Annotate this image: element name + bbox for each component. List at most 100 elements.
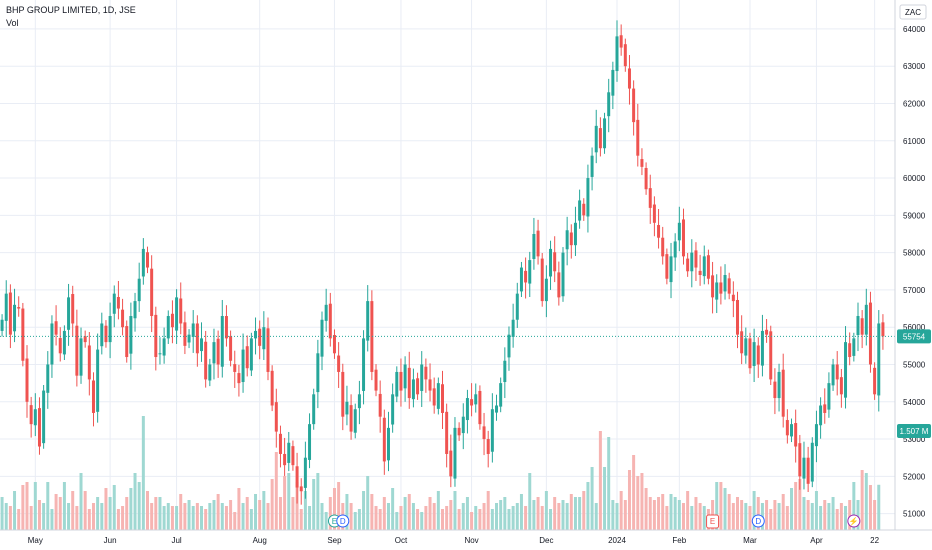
volume-bar bbox=[79, 473, 83, 530]
candle-body bbox=[71, 294, 75, 324]
volume-bar bbox=[594, 503, 598, 530]
time-tick-label: 2024 bbox=[608, 536, 626, 545]
candle-body bbox=[378, 393, 382, 417]
volume-bar bbox=[465, 497, 469, 530]
volume-bar bbox=[241, 503, 245, 530]
candle-body bbox=[316, 353, 320, 393]
earnings-badge-frame bbox=[706, 514, 720, 529]
time-tick-label: Oct bbox=[395, 536, 408, 545]
candle-body bbox=[864, 304, 868, 335]
time-tick-label: Apr bbox=[810, 536, 823, 545]
volume-bar bbox=[378, 509, 382, 530]
candle-body bbox=[432, 388, 436, 406]
candle-body bbox=[569, 232, 573, 246]
volume-bar bbox=[249, 509, 253, 530]
candle-body bbox=[777, 371, 781, 399]
candle-body bbox=[262, 327, 266, 350]
chart-title: BHP GROUP LIMITED, 1D, JSE bbox=[6, 5, 136, 15]
candle-body bbox=[320, 319, 324, 357]
candle-body bbox=[711, 275, 715, 298]
event-markers[interactable]: E D E D ⚡ bbox=[327, 514, 861, 529]
volume-bar bbox=[819, 506, 823, 530]
candle-body bbox=[677, 222, 681, 241]
time-axis[interactable]: May Jun Jul Aug Sep Oct Nov Dec 2024 Feb Mar Apr 22 bbox=[28, 536, 880, 545]
volume-bar bbox=[262, 491, 266, 530]
volume-bar bbox=[391, 488, 395, 530]
volume-bar bbox=[224, 506, 228, 530]
volume-bar bbox=[561, 500, 565, 530]
candle-body bbox=[524, 270, 528, 283]
candle-body bbox=[391, 394, 395, 425]
candle-body bbox=[582, 203, 586, 216]
candle-body bbox=[308, 424, 312, 460]
marker-label: D bbox=[755, 517, 761, 526]
event-marker-⚡[interactable]: ⚡ bbox=[847, 514, 861, 528]
volume-bar bbox=[544, 491, 548, 530]
candle-body bbox=[515, 293, 519, 320]
candle-body bbox=[154, 314, 158, 358]
volume-bar bbox=[121, 506, 125, 530]
event-marker-d[interactable]: D bbox=[751, 514, 765, 528]
candle-body bbox=[403, 364, 407, 389]
candle-body bbox=[274, 402, 278, 432]
candle-body bbox=[794, 423, 798, 447]
volume-bar bbox=[644, 488, 648, 530]
volume-bar bbox=[777, 503, 781, 530]
volume-bar bbox=[54, 494, 58, 530]
candle-body bbox=[528, 260, 532, 284]
candle-body bbox=[341, 371, 345, 417]
candle-body bbox=[831, 364, 835, 386]
candle-body bbox=[121, 309, 125, 328]
candle-body bbox=[640, 159, 644, 167]
time-tick-label: Jul bbox=[171, 536, 181, 545]
volume-bar bbox=[482, 503, 486, 530]
event-marker-d[interactable]: D bbox=[336, 514, 350, 528]
candle-body bbox=[519, 267, 523, 292]
volume-bar bbox=[457, 509, 461, 530]
candle-body bbox=[619, 35, 623, 48]
event-marker-e[interactable]: E bbox=[706, 514, 720, 529]
candle-body bbox=[827, 383, 831, 410]
candle-body bbox=[100, 323, 104, 347]
currency-button[interactable]: ZAC bbox=[899, 4, 927, 20]
last-price-badge: 55754 bbox=[897, 329, 931, 344]
candle-body bbox=[694, 250, 698, 268]
volume-bar bbox=[586, 482, 590, 530]
volume-label: Vol bbox=[6, 18, 19, 28]
volume-bar bbox=[116, 509, 120, 530]
volume-bar bbox=[582, 491, 586, 530]
candle-body bbox=[731, 294, 735, 302]
volume-bar bbox=[702, 506, 706, 530]
volume-bar bbox=[765, 500, 769, 530]
price-axis[interactable]: 51000 52000 53000 54000 55000 56000 57000 58000… bbox=[903, 25, 926, 519]
candle-body bbox=[386, 427, 390, 461]
volume-bar bbox=[877, 484, 881, 530]
volume-bar bbox=[129, 488, 133, 530]
candle-body bbox=[83, 336, 87, 343]
candle-body bbox=[179, 298, 183, 324]
time-tick-label: Mar bbox=[743, 536, 757, 545]
volume-bar bbox=[540, 506, 544, 530]
volume-bar bbox=[445, 506, 449, 530]
volume-bar bbox=[873, 500, 877, 530]
candle-body bbox=[681, 219, 685, 257]
volume-bar bbox=[490, 509, 494, 530]
candle-body bbox=[332, 335, 336, 354]
candle-body bbox=[557, 272, 561, 298]
price-tick-label: 51000 bbox=[903, 510, 926, 519]
volume-bar bbox=[208, 503, 212, 530]
volume-bar bbox=[112, 485, 116, 530]
candle-body bbox=[183, 322, 187, 346]
volume-badge: 1.507 M bbox=[897, 424, 931, 438]
volume-bar bbox=[216, 494, 220, 530]
candle-body bbox=[241, 349, 245, 383]
volume-bar bbox=[37, 500, 41, 530]
price-tick-label: 62000 bbox=[903, 99, 926, 108]
candle-body bbox=[441, 384, 444, 413]
volume-bar bbox=[258, 500, 262, 530]
volume-bar bbox=[283, 476, 287, 530]
last-volume-value: 1.507 M bbox=[900, 427, 929, 436]
time-tick-label: May bbox=[28, 536, 43, 545]
candle-body bbox=[852, 338, 856, 356]
